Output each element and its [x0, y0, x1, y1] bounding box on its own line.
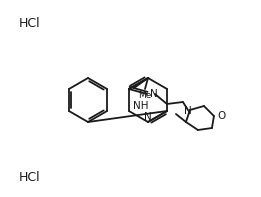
Text: N: N — [184, 106, 192, 116]
Text: N: N — [144, 112, 152, 122]
Text: N: N — [150, 89, 158, 99]
Text: O: O — [217, 111, 225, 121]
Text: HCl: HCl — [18, 171, 40, 184]
Text: Me: Me — [138, 90, 152, 99]
Text: HCl: HCl — [18, 17, 40, 30]
Text: NH: NH — [133, 101, 149, 111]
